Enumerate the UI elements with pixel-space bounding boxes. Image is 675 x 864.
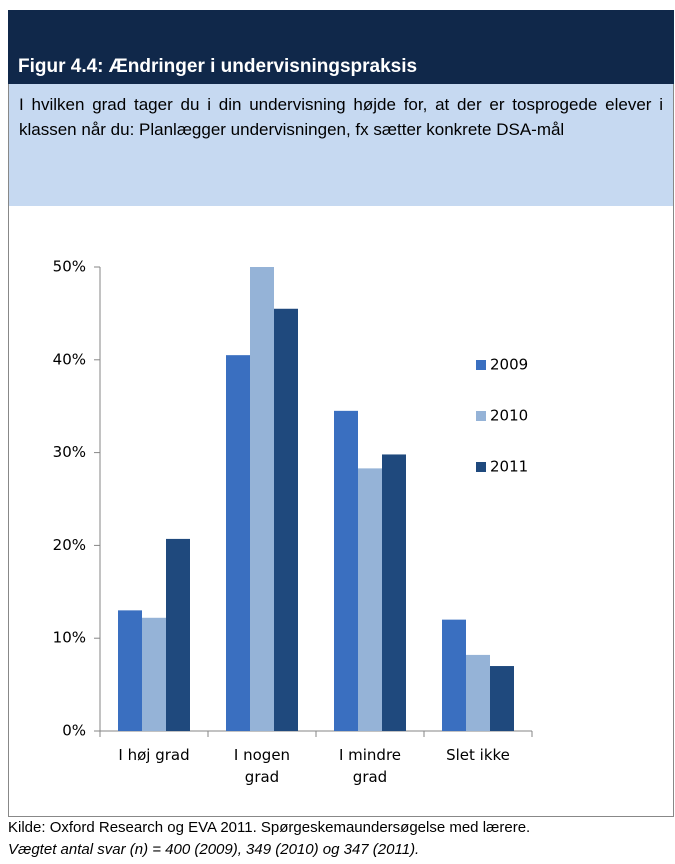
question: I hvilken grad tager du i din undervisni… [8, 84, 674, 206]
source: Kilde: Oxford Research og EVA 2011. Spør… [8, 819, 531, 836]
bar [358, 468, 382, 731]
bar [442, 619, 466, 731]
bar [334, 410, 358, 731]
figure-title: Figur 4.4: Ændringer i undervisningsprak… [18, 56, 418, 77]
legend-label: 2011 [490, 458, 528, 476]
x-tick-label: Slet ikke [446, 746, 510, 764]
bar [142, 617, 166, 731]
bar [466, 654, 490, 731]
y-tick-label: 10% [53, 629, 86, 647]
header: Figur 4.4: Ændringer i undervisningsprak… [8, 10, 674, 84]
bar [166, 538, 190, 731]
legend-label: 2010 [490, 407, 528, 425]
legend-swatch [476, 411, 486, 421]
legend-label: 2009 [490, 356, 528, 374]
y-tick-label: 20% [53, 536, 86, 554]
legend-swatch [476, 360, 486, 370]
y-tick-label: 30% [53, 443, 86, 461]
x-tick-label: I høj grad [118, 746, 190, 764]
bar [490, 666, 514, 731]
bar [274, 308, 298, 731]
bar [250, 267, 274, 731]
note: Vægtet antal svar (n) = 400 (2009), 349 … [8, 841, 420, 858]
y-tick-label: 40% [53, 350, 86, 368]
bar [226, 355, 250, 731]
legend-swatch [476, 462, 486, 472]
x-tick-label: I mindre grad [338, 746, 402, 786]
chart-frame [8, 206, 674, 817]
bar [382, 454, 406, 731]
bar [118, 610, 142, 731]
y-tick-label: 50% [53, 258, 86, 276]
x-tick-label: I nogen grad [233, 746, 291, 786]
y-tick-label: 0% [62, 722, 86, 740]
